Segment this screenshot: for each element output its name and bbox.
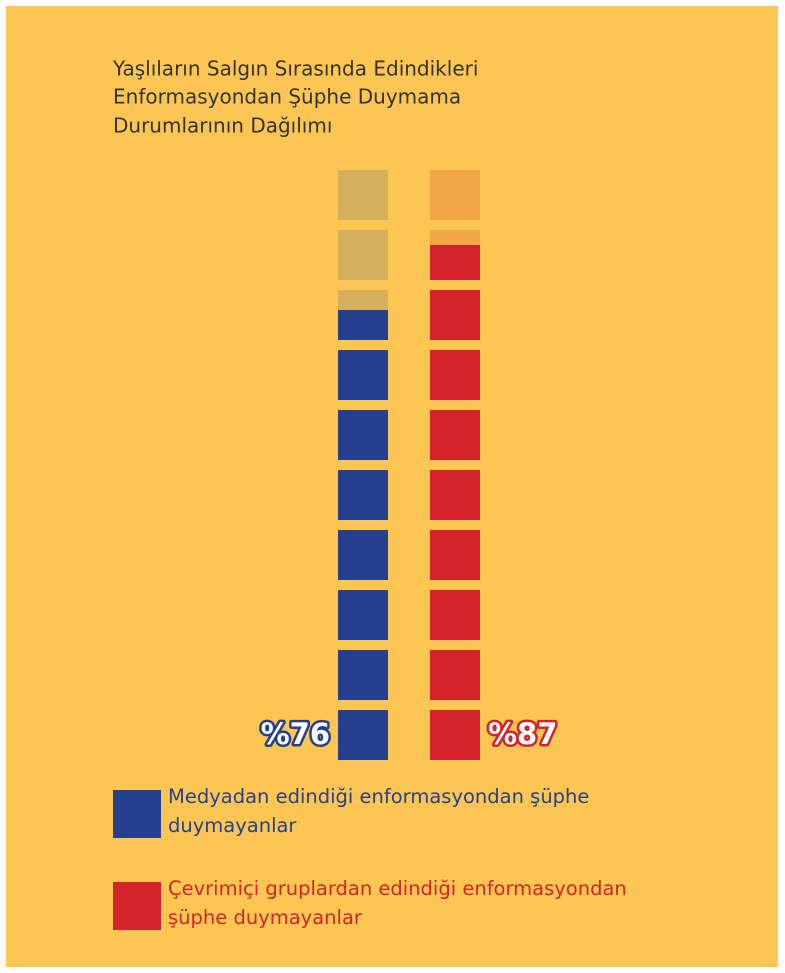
block xyxy=(338,470,388,520)
block xyxy=(338,410,388,460)
block xyxy=(338,650,388,700)
legend-swatch xyxy=(113,882,161,930)
legend-label: Çevrimiçi gruplardan edindiği enformasyo… xyxy=(168,877,627,929)
legend-swatch xyxy=(113,790,161,838)
block xyxy=(430,710,480,760)
value-label: %87 xyxy=(488,717,557,751)
block xyxy=(338,310,388,340)
block xyxy=(430,470,480,520)
empty-block xyxy=(338,170,388,220)
empty-block xyxy=(338,230,388,280)
block xyxy=(430,245,480,280)
legend-label: Medyadan edindiği enformasyondan şüphe d… xyxy=(168,785,590,837)
chart-title: Enformasyondan Şüphe Duymama xyxy=(113,85,461,109)
value-label: %76 xyxy=(261,717,330,751)
block xyxy=(430,530,480,580)
block xyxy=(430,590,480,640)
chart-title: Yaşlıların Salgın Sırasında Edindikleri xyxy=(112,57,478,81)
block xyxy=(338,530,388,580)
empty-block xyxy=(430,170,480,220)
block xyxy=(430,350,480,400)
block xyxy=(338,710,388,760)
block xyxy=(338,590,388,640)
block xyxy=(430,290,480,340)
chart-title: Durumlarının Dağılımı xyxy=(113,114,332,138)
block xyxy=(430,410,480,460)
block xyxy=(338,350,388,400)
block xyxy=(430,650,480,700)
